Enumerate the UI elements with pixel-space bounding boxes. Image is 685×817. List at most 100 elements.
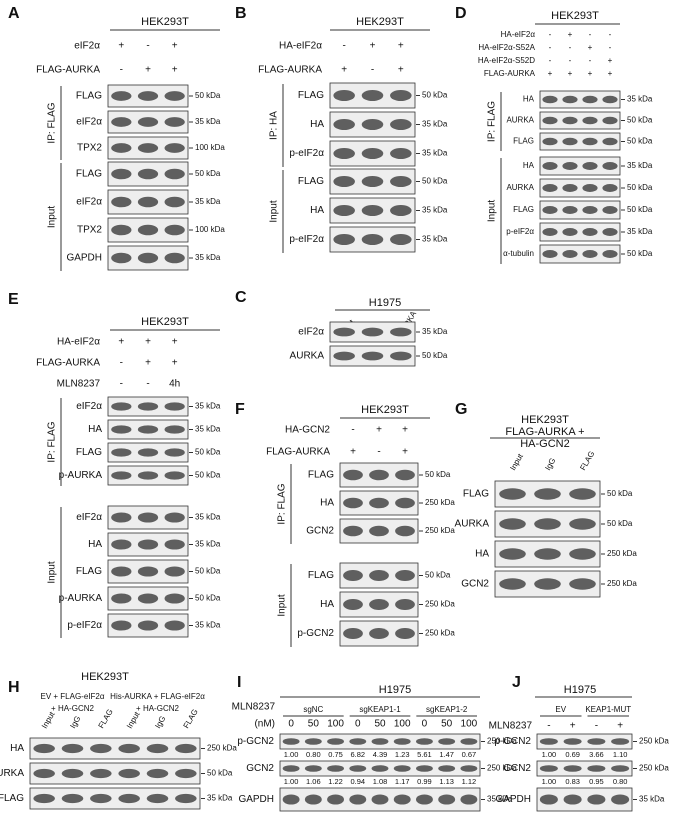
group-label: Input [269, 200, 280, 222]
band [569, 488, 596, 500]
panel-title: HEK293T [141, 316, 189, 328]
band [438, 794, 456, 805]
band [582, 162, 598, 170]
band [361, 234, 384, 245]
blot-label: FLAG [298, 176, 324, 187]
quant-value: 1.00 [284, 750, 299, 759]
blot-label: FLAG [513, 137, 534, 146]
band [499, 488, 526, 500]
condition-sign: + [145, 337, 151, 348]
band [438, 765, 456, 772]
band [333, 351, 355, 361]
condition-label: HA-eIF2α [279, 41, 322, 52]
blot-label: HA [10, 743, 24, 754]
panel-title: FLAG-AURKA + [505, 426, 584, 438]
condition-label: eIF2α [74, 41, 100, 52]
quant-value: 1.23 [395, 750, 410, 759]
band [33, 768, 55, 779]
condition-label: FLAG-AURKA [258, 65, 322, 76]
band [569, 578, 596, 590]
band [562, 162, 578, 170]
condition-label: FLAG-AURKA [266, 447, 330, 458]
band [304, 738, 322, 745]
condition-sign: + [118, 337, 124, 348]
group-label: IP: FLAG [487, 101, 498, 142]
group-label: IP: HA [269, 111, 280, 140]
blot-label: FLAG [308, 470, 334, 481]
kda-label: 250 kDa [425, 498, 455, 507]
panel-letter: I [237, 674, 241, 691]
lane-label: FLAG [182, 707, 200, 730]
blot-label: eIF2α [76, 117, 102, 128]
kda-label: 250 kDa [425, 600, 455, 609]
condition-label: FLAG-AURKA [36, 358, 100, 369]
quant-value: 1.00 [542, 750, 557, 759]
group-header: + HA-GCN2 [136, 704, 179, 713]
condition-label: HA-eIF2α-S52D [478, 56, 535, 65]
band [164, 91, 185, 101]
band [416, 738, 433, 745]
band [371, 794, 389, 805]
band [111, 566, 132, 577]
band [137, 224, 159, 236]
blot-label: GAPDH [238, 794, 274, 805]
condition-sign: + [608, 69, 613, 78]
band [111, 512, 132, 523]
band [542, 137, 558, 146]
band [562, 116, 578, 125]
band [582, 137, 598, 146]
condition-sign: + [548, 69, 553, 78]
condition-label: HA-GCN2 [285, 425, 330, 436]
quant-value: 0.99 [417, 777, 432, 786]
band [361, 205, 384, 216]
quant-value: 4.39 [373, 750, 388, 759]
blot-label: HA [88, 539, 102, 550]
group-header: sgKEAP1-2 [426, 705, 468, 714]
blot-label: FLAG [76, 447, 102, 458]
band [137, 593, 159, 604]
band [327, 794, 344, 805]
condition-sign: + [172, 358, 178, 369]
condition-sign: - [569, 43, 572, 52]
group-label: Input [47, 206, 58, 228]
condition-sign: - [146, 379, 149, 390]
kda-label: 250 kDa [607, 579, 637, 588]
blot-label: FLAG [0, 793, 24, 804]
condition-sign: + [402, 447, 408, 458]
blot-label: GAPDH [495, 794, 531, 805]
blot-label: p-GCN2 [297, 628, 334, 639]
condition-sign: + [568, 30, 573, 39]
panel-title: HA-GCN2 [520, 438, 570, 450]
lane-label: IgG [68, 714, 82, 730]
panel-letter: B [235, 5, 247, 22]
band [61, 768, 84, 779]
condition-sign: 50 [441, 719, 453, 730]
blot [539, 200, 621, 220]
kda-label: 250 kDa [487, 737, 517, 746]
quant-value: 3.66 [589, 750, 604, 759]
condition-sign: 4h [169, 379, 180, 390]
band [111, 91, 132, 101]
quant-value: 1.22 [328, 777, 343, 786]
blot-label: p-GCN2 [237, 736, 274, 747]
band [146, 793, 169, 804]
lane-label: IgG [543, 456, 557, 472]
band [460, 794, 478, 805]
band [146, 743, 169, 754]
band [333, 148, 355, 159]
kda-label: 250 kDa [639, 764, 669, 773]
quant-value: 0.67 [462, 750, 477, 759]
band [390, 205, 412, 216]
condition-sign: + [370, 41, 376, 52]
band [333, 234, 355, 245]
band [602, 116, 618, 125]
condition-sign: - [569, 56, 572, 65]
blot [539, 244, 621, 264]
band [416, 765, 433, 772]
group-label: IP: FLAG [47, 421, 58, 462]
kda-label: 250 kDa [425, 629, 455, 638]
band [111, 471, 132, 480]
blot-label: FLAG [76, 566, 102, 577]
blot-label: TPX2 [77, 143, 102, 154]
band [542, 184, 558, 192]
